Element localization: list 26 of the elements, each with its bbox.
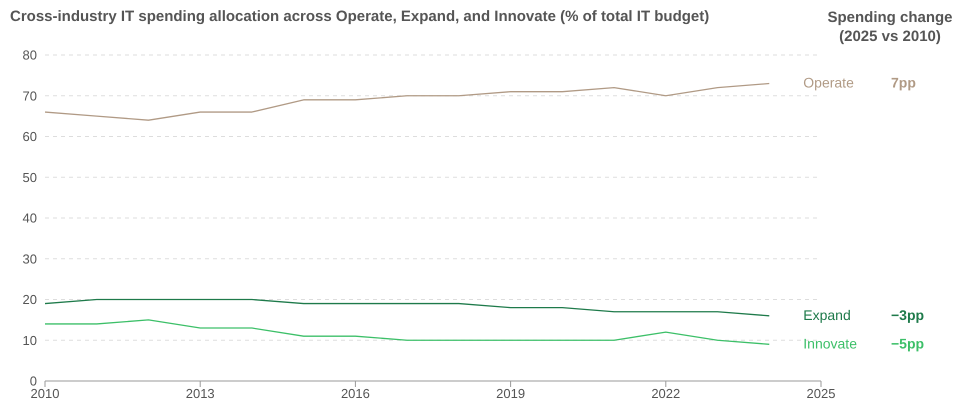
text: Expand — [803, 306, 851, 323]
line-series — [45, 298, 770, 316]
x-tick-label: 2025 — [806, 386, 836, 402]
y-tick-label: 10 — [22, 332, 37, 348]
line-series — [45, 82, 770, 121]
text: −3pp — [891, 306, 924, 323]
x-tick-label: 2019 — [496, 386, 526, 402]
text: Operate — [803, 74, 854, 91]
x-tick-label: 2016 — [340, 386, 370, 402]
y-tick-label: 50 — [22, 170, 37, 185]
text: Innovate — [803, 335, 858, 352]
y-tick-label: 80 — [22, 48, 37, 63]
y-tick-label: 20 — [22, 292, 37, 308]
text: 7pp — [891, 74, 916, 91]
text: −5pp — [891, 335, 924, 352]
y-tick-label: 0 — [30, 374, 37, 389]
y-tick-label: 60 — [22, 129, 37, 144]
x-tick-label: 2010 — [30, 386, 60, 402]
line-series — [45, 319, 770, 345]
y-tick-label: 70 — [22, 88, 37, 104]
text: Spending change (2025 vs 2010) — [826, 8, 954, 46]
x-tick-label: 2013 — [186, 386, 215, 402]
chart-title: Cross-industry IT spending allocation across Operate, Expand, and Innovate (% of total IT budget) — [10, 8, 710, 25]
y-tick-label: 40 — [22, 210, 37, 226]
y-tick-label: 30 — [22, 251, 37, 266]
x-tick-label: 2022 — [651, 386, 680, 402]
